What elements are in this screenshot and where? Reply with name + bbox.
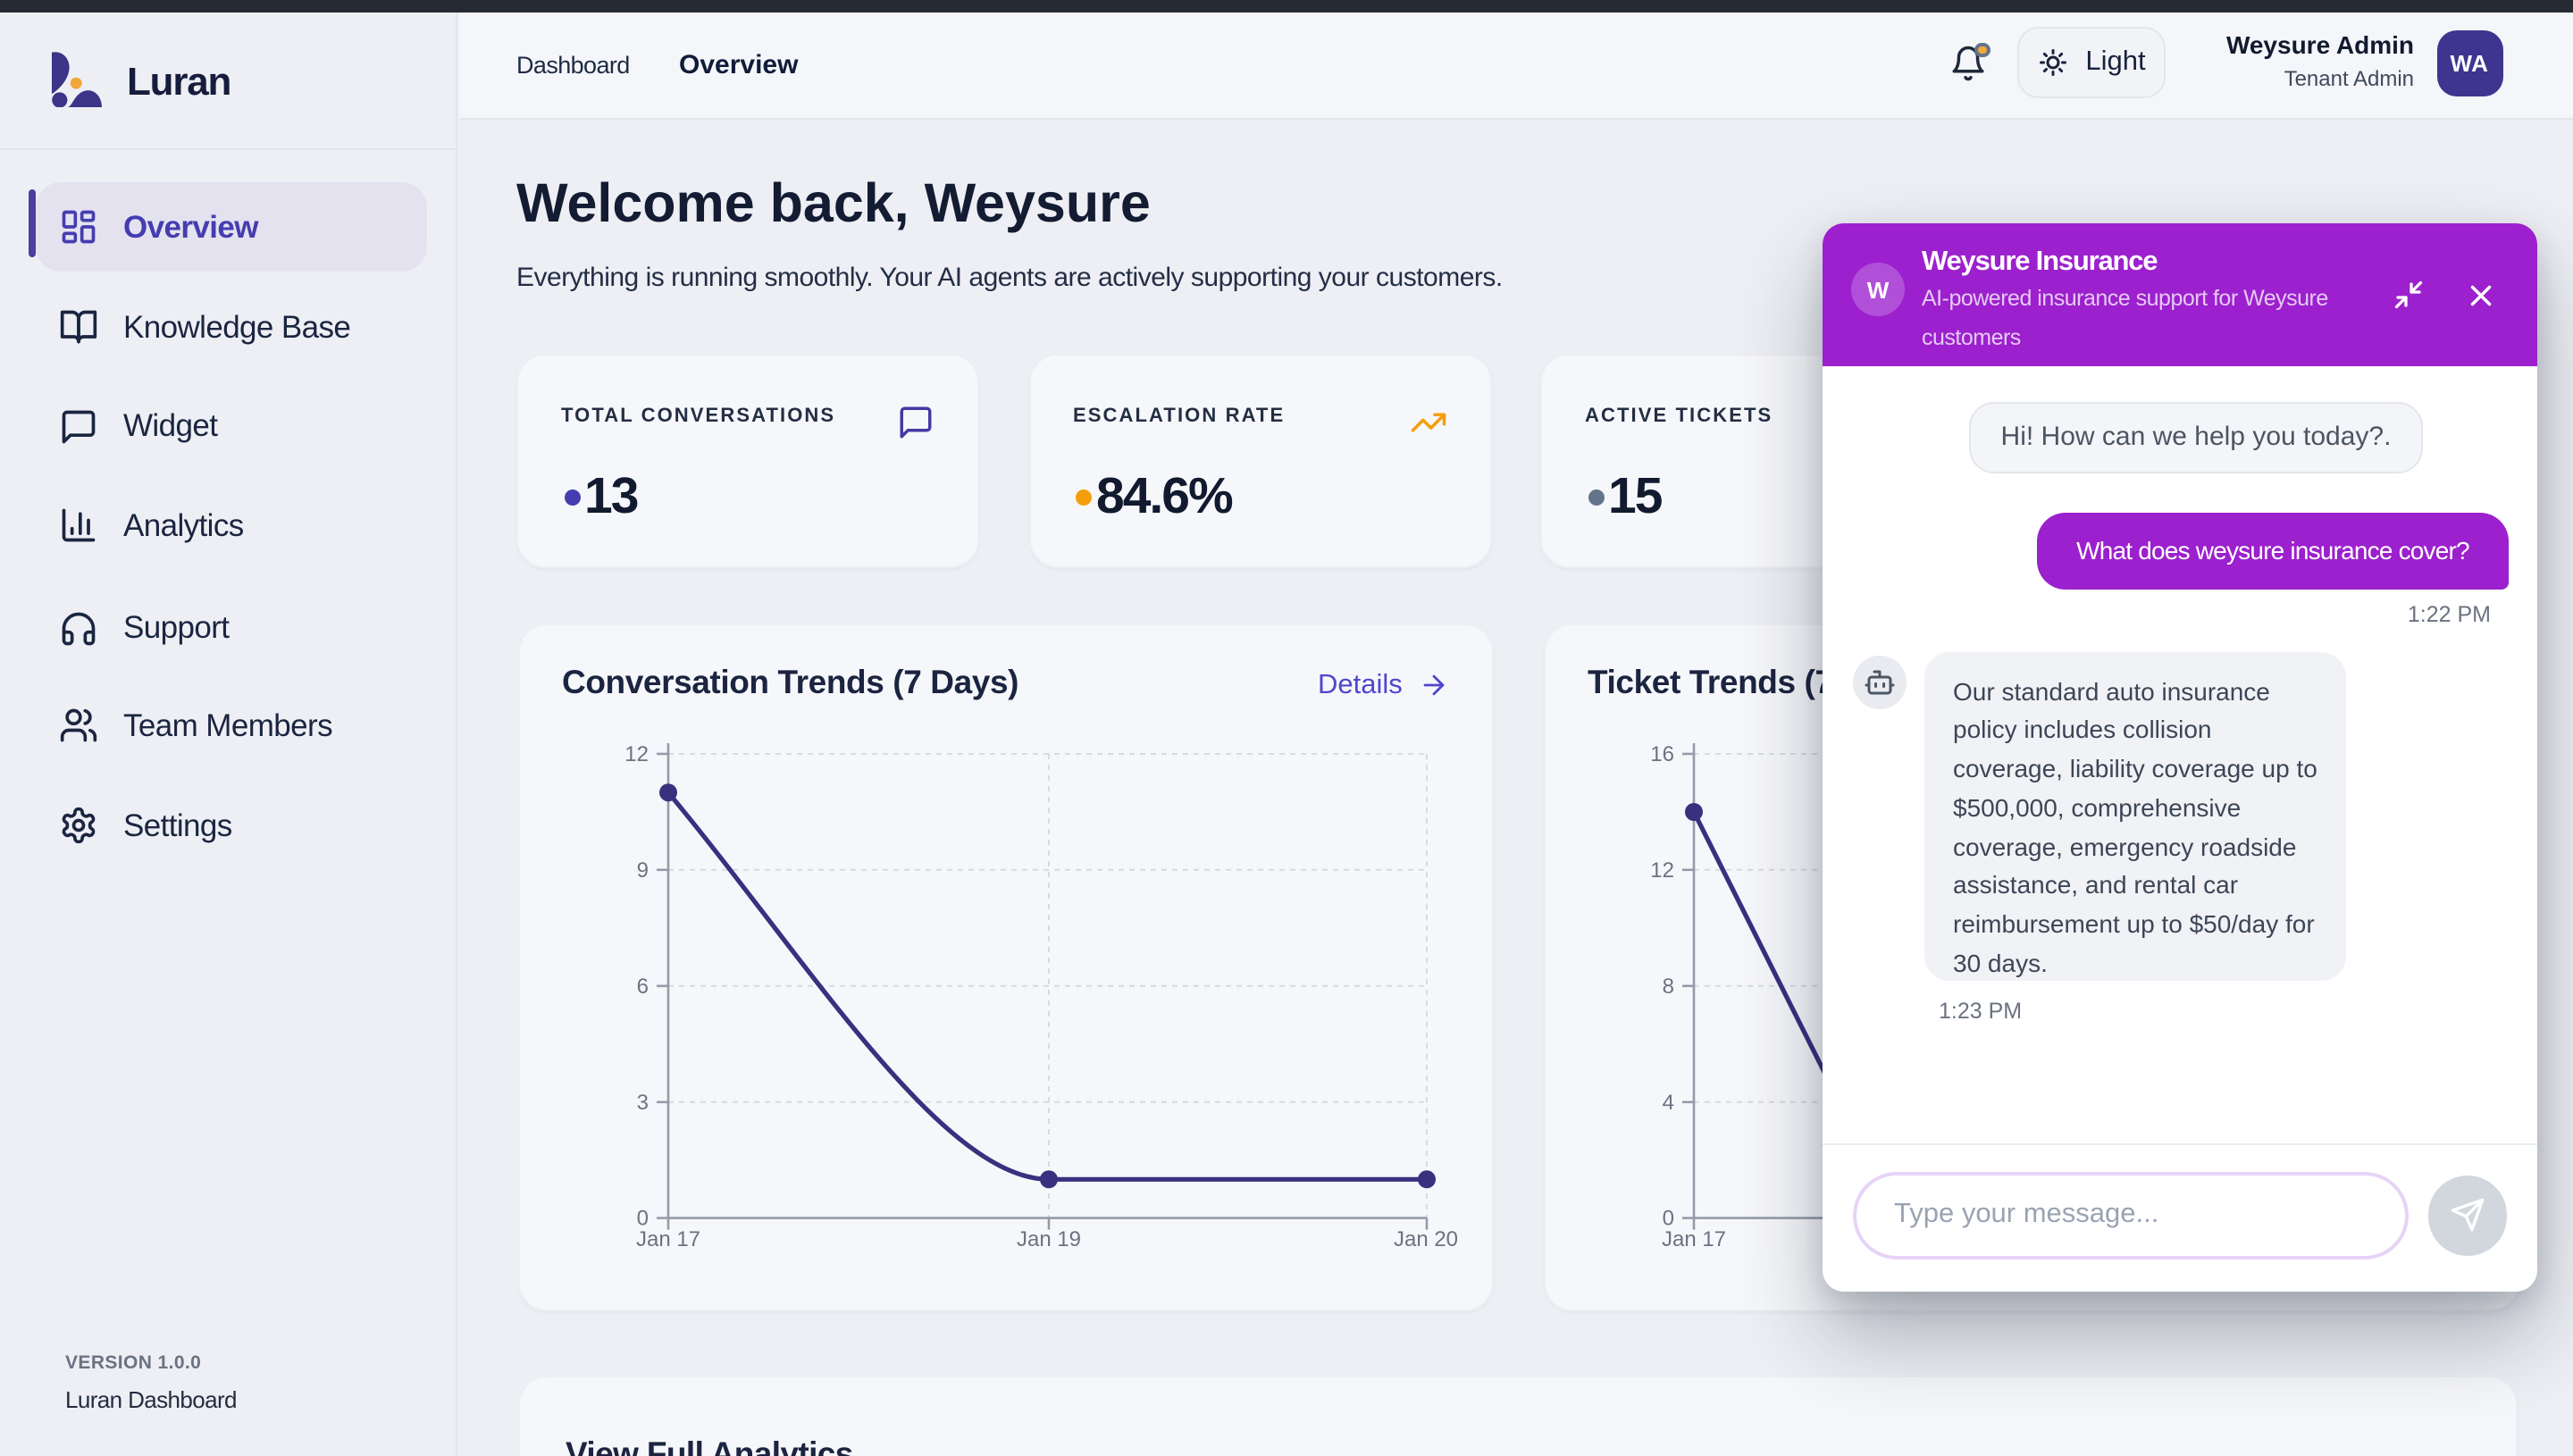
svg-text:8: 8 — [1662, 974, 1673, 998]
svg-text:9: 9 — [636, 858, 648, 882]
svg-text:4: 4 — [1662, 1090, 1673, 1114]
svg-text:12: 12 — [1649, 858, 1673, 882]
svg-text:Jan 20: Jan 20 — [1393, 1226, 1457, 1251]
svg-text:12: 12 — [624, 741, 648, 766]
svg-text:0: 0 — [1662, 1206, 1673, 1230]
svg-text:0: 0 — [636, 1206, 648, 1230]
svg-text:Jan 17: Jan 17 — [1661, 1226, 1725, 1251]
svg-text:16: 16 — [1649, 741, 1673, 766]
svg-text:Jan 17: Jan 17 — [635, 1226, 700, 1251]
svg-text:Jan 19: Jan 19 — [1016, 1226, 1080, 1251]
svg-text:3: 3 — [636, 1090, 648, 1114]
svg-text:6: 6 — [636, 974, 648, 998]
